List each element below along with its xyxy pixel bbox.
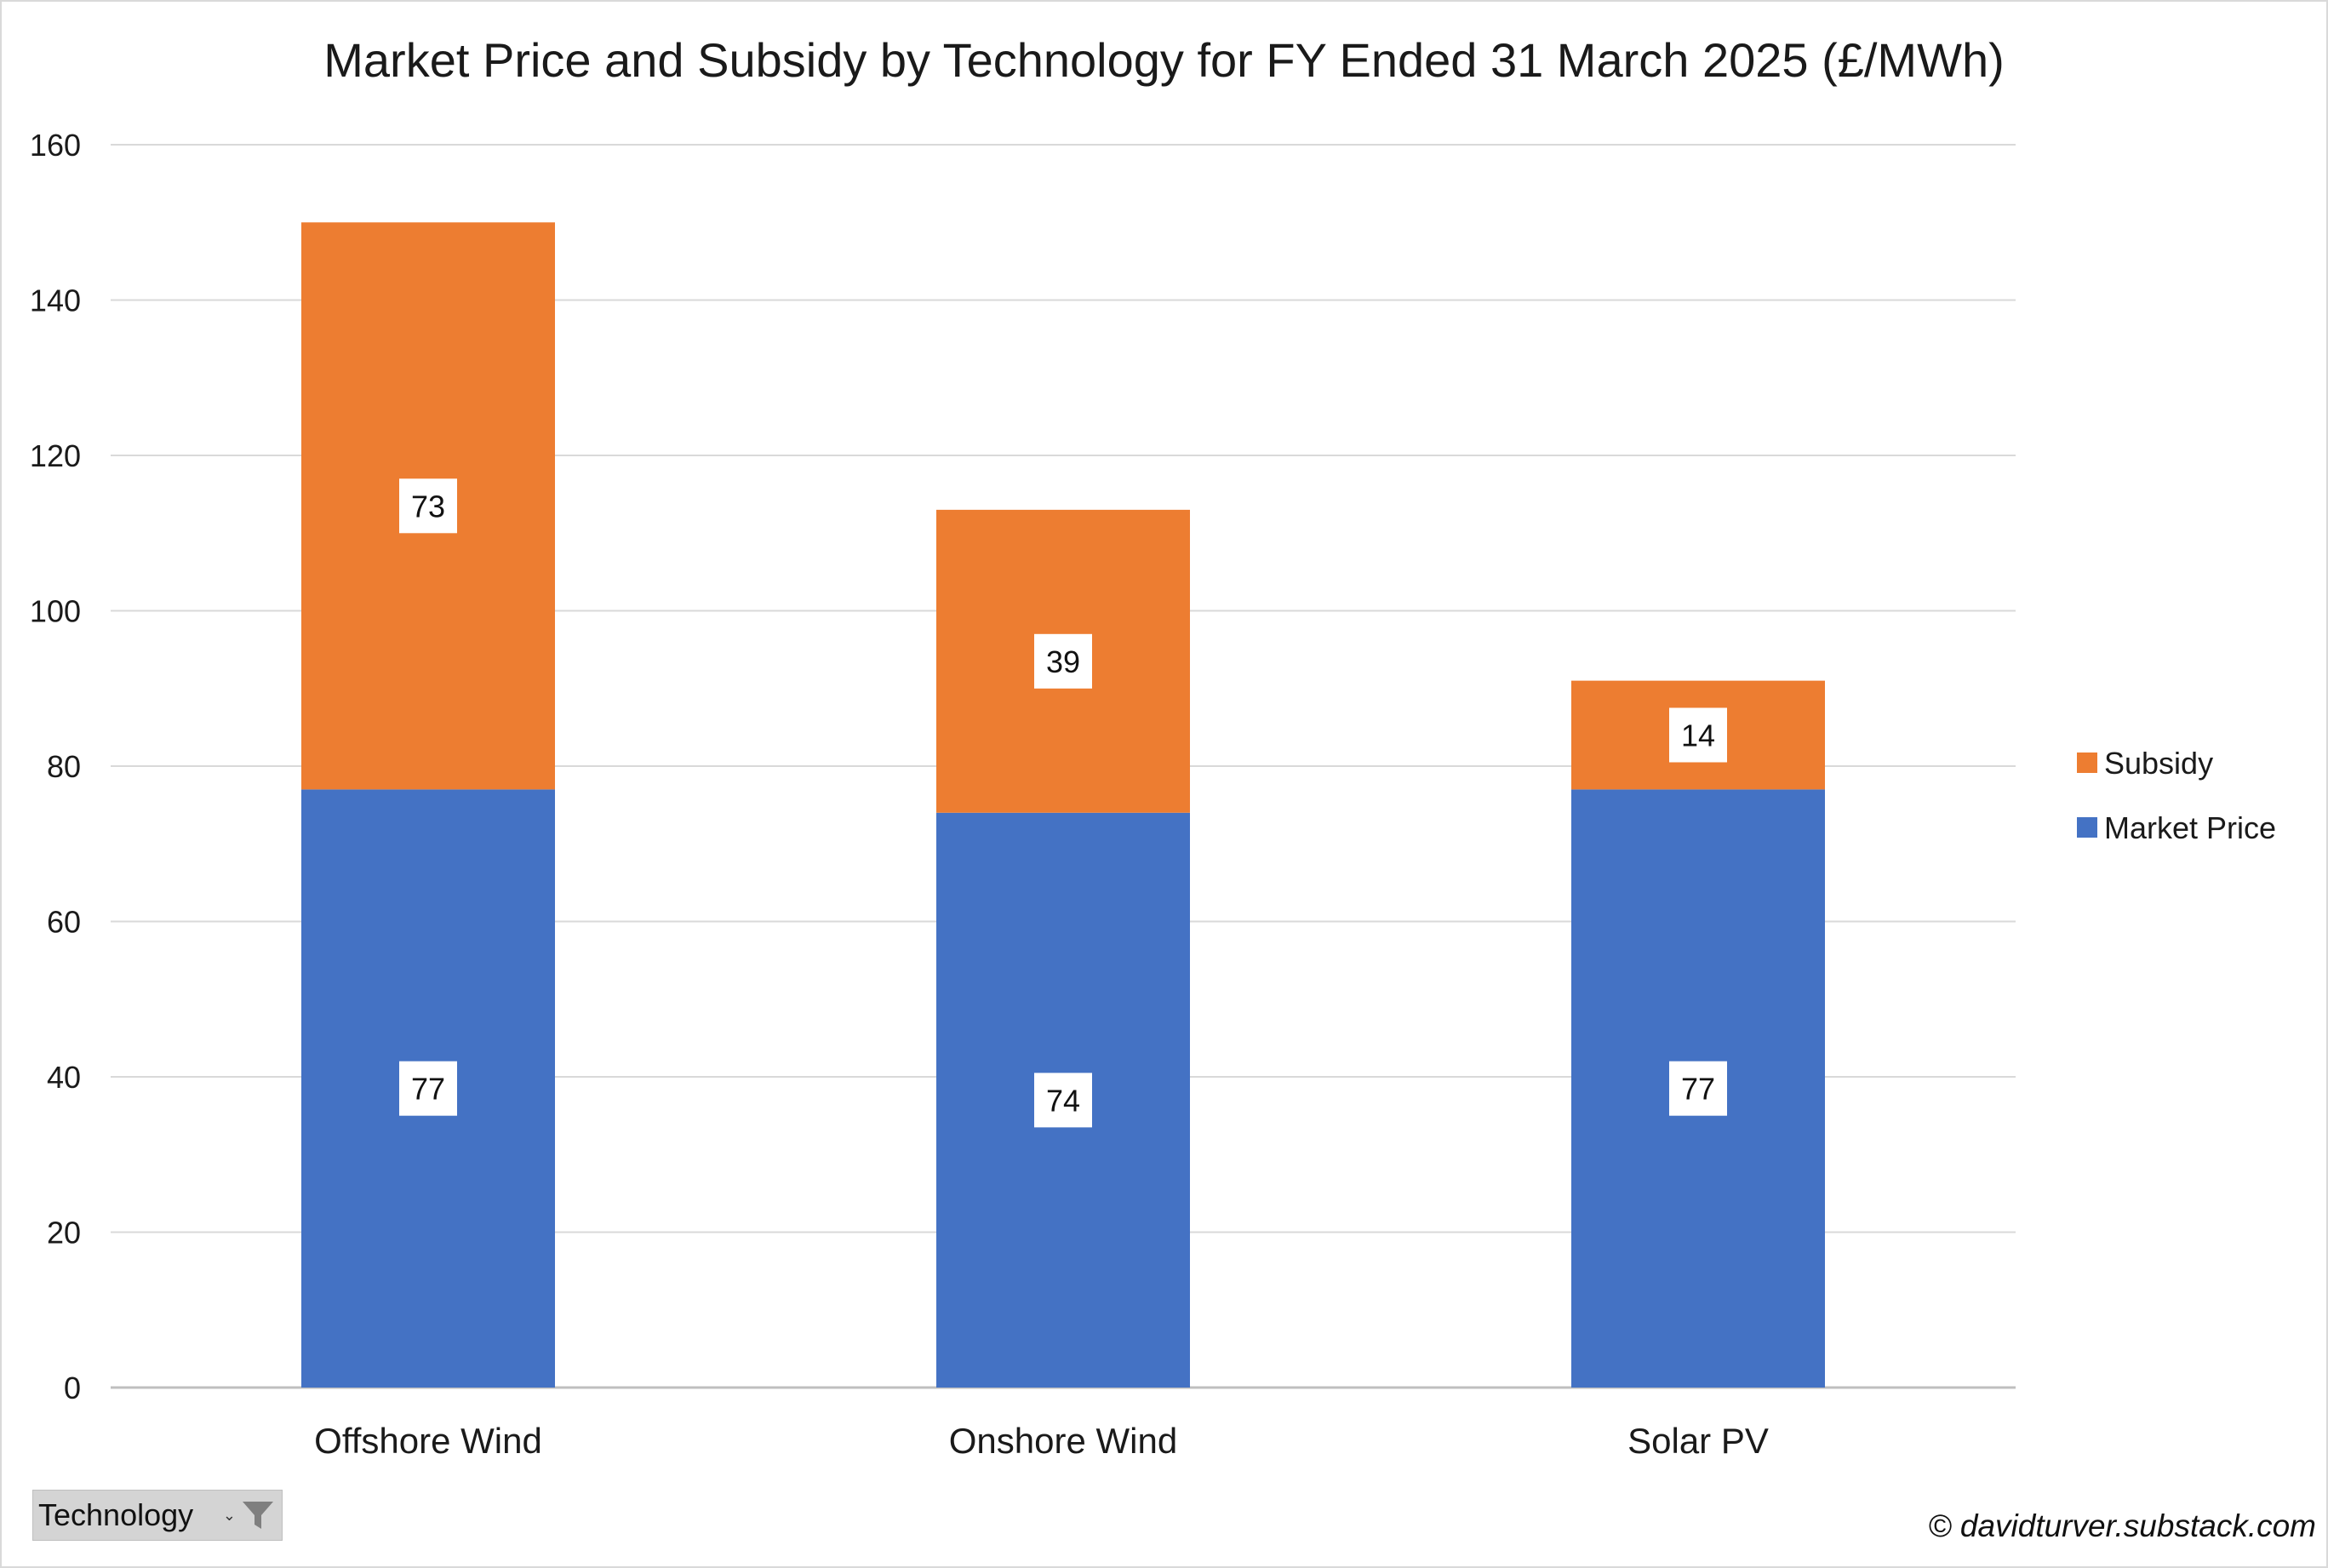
data-label-box <box>399 1061 457 1116</box>
y-tick-label: 0 <box>64 1371 81 1405</box>
data-label-box <box>1034 633 1092 689</box>
x-tick-label: Solar PV <box>1627 1421 1769 1461</box>
y-tick-label: 100 <box>30 594 81 629</box>
y-tick-label: 60 <box>47 905 81 940</box>
y-tick-label: 160 <box>30 128 81 163</box>
data-label: 77 <box>411 1072 445 1107</box>
data-label: 77 <box>1681 1072 1715 1107</box>
data-label: 39 <box>1046 644 1080 679</box>
legend-label: Subsidy <box>2104 746 2213 781</box>
data-label-box <box>1669 707 1727 763</box>
filter-label: Technology <box>38 1497 194 1532</box>
legend-swatch <box>2077 753 2097 773</box>
technology-filter-button[interactable]: Technology ⌄ <box>32 1490 283 1541</box>
filter-funnel-icon <box>243 1502 273 1529</box>
data-label-box <box>399 478 457 534</box>
x-tick-label: Onshore Wind <box>949 1421 1177 1461</box>
y-tick-label: 80 <box>47 749 81 784</box>
data-label: 73 <box>411 489 445 524</box>
legend-swatch <box>2077 817 2097 838</box>
chart-title: Market Price and Subsidy by Technology f… <box>323 33 2005 87</box>
data-label-box <box>1669 1061 1727 1116</box>
dropdown-arrow-icon: ⌄ <box>222 1506 236 1524</box>
copyright-credit: © davidturver.substack.com <box>1928 1508 2316 1543</box>
y-tick-label: 40 <box>47 1060 81 1095</box>
data-label: 74 <box>1046 1083 1080 1118</box>
data-label-box <box>1034 1073 1092 1128</box>
y-tick-label: 20 <box>47 1216 81 1250</box>
data-label: 14 <box>1681 718 1715 753</box>
y-tick-label: 120 <box>30 438 81 473</box>
y-tick-label: 140 <box>30 283 81 318</box>
legend-label: Market Price <box>2104 810 2276 845</box>
x-tick-label: Offshore Wind <box>314 1421 542 1461</box>
